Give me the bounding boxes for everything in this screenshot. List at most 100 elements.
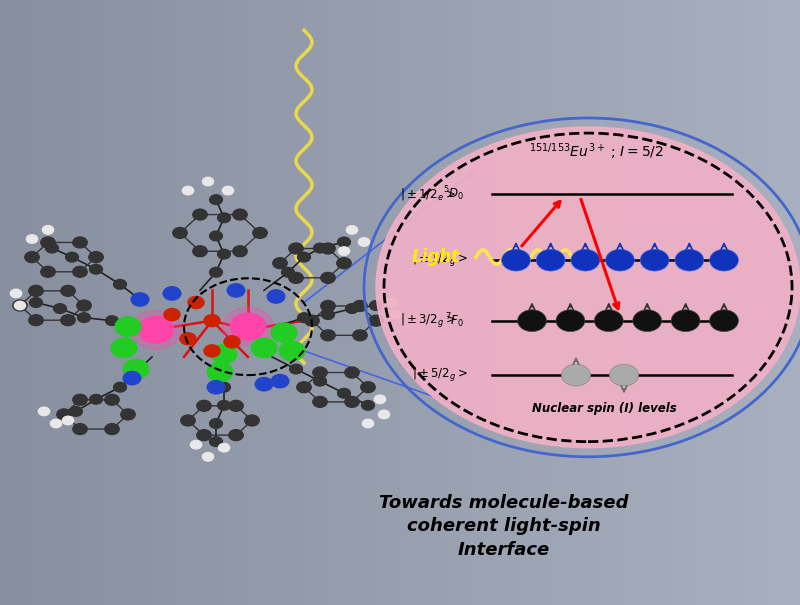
Circle shape (273, 258, 287, 269)
Circle shape (73, 394, 87, 405)
Circle shape (123, 371, 141, 385)
Circle shape (211, 344, 237, 364)
Circle shape (13, 300, 27, 311)
Circle shape (105, 424, 119, 434)
Circle shape (362, 419, 374, 428)
Circle shape (138, 316, 174, 343)
Circle shape (70, 407, 82, 416)
Circle shape (233, 246, 247, 257)
Circle shape (115, 317, 141, 336)
Circle shape (30, 298, 42, 307)
Circle shape (227, 284, 245, 297)
Circle shape (42, 226, 54, 234)
Circle shape (374, 395, 386, 404)
Circle shape (321, 301, 335, 312)
Circle shape (41, 237, 55, 248)
Circle shape (502, 249, 530, 271)
Circle shape (369, 315, 383, 326)
Circle shape (346, 226, 358, 234)
Circle shape (173, 227, 187, 238)
Circle shape (190, 440, 202, 449)
Circle shape (207, 362, 233, 382)
Circle shape (50, 419, 62, 428)
Circle shape (279, 341, 305, 361)
Circle shape (518, 310, 546, 332)
Circle shape (314, 243, 326, 253)
Text: $|\pm 5/2_g>$: $|\pm 5/2_g>$ (412, 366, 468, 384)
Text: $|\pm 1/2_g>$: $|\pm 1/2_g>$ (412, 251, 468, 269)
Text: $^{151/153}Eu^{3+}\;;\,I=5/2$: $^{151/153}Eu^{3+}\;;\,I=5/2$ (529, 141, 663, 162)
Circle shape (361, 382, 375, 393)
Circle shape (62, 416, 74, 425)
Circle shape (61, 286, 75, 296)
Circle shape (130, 367, 142, 377)
Circle shape (90, 394, 102, 404)
Circle shape (289, 272, 303, 283)
Text: Towards molecule-based
coherent light-spin
Interface: Towards molecule-based coherent light-sp… (379, 494, 629, 559)
Circle shape (245, 415, 259, 426)
Circle shape (218, 443, 230, 452)
Circle shape (321, 330, 335, 341)
Circle shape (204, 345, 220, 357)
Circle shape (337, 258, 351, 269)
Circle shape (710, 249, 738, 271)
Circle shape (358, 238, 370, 246)
Circle shape (164, 309, 180, 321)
Circle shape (210, 267, 222, 277)
Circle shape (54, 304, 66, 313)
Circle shape (131, 293, 149, 306)
Circle shape (114, 280, 126, 289)
Circle shape (313, 396, 327, 407)
Circle shape (267, 290, 285, 303)
Circle shape (321, 272, 335, 283)
Circle shape (61, 315, 75, 325)
Circle shape (378, 410, 390, 419)
Circle shape (571, 249, 600, 271)
Text: $|\pm 3/2_g>$: $|\pm 3/2_g>$ (400, 312, 456, 330)
Circle shape (57, 409, 71, 420)
Circle shape (370, 301, 382, 310)
Circle shape (130, 310, 182, 349)
Circle shape (210, 419, 222, 428)
Circle shape (353, 301, 367, 312)
Circle shape (710, 310, 738, 332)
Circle shape (633, 310, 662, 332)
Circle shape (38, 407, 50, 416)
Circle shape (218, 382, 230, 392)
Circle shape (182, 186, 194, 195)
Circle shape (353, 330, 367, 341)
Circle shape (345, 367, 359, 378)
Circle shape (197, 401, 211, 411)
Circle shape (386, 298, 398, 307)
Circle shape (271, 323, 297, 342)
Circle shape (321, 243, 335, 254)
Circle shape (338, 237, 350, 247)
Circle shape (222, 186, 234, 195)
Circle shape (181, 415, 195, 426)
Circle shape (207, 381, 225, 394)
Circle shape (229, 430, 243, 440)
Circle shape (345, 396, 359, 407)
Text: $|\pm 1/2_e>$: $|\pm 1/2_e>$ (400, 186, 456, 201)
Circle shape (111, 338, 137, 358)
Circle shape (298, 313, 310, 322)
Circle shape (210, 231, 222, 241)
Circle shape (271, 374, 289, 388)
Circle shape (25, 252, 39, 263)
Circle shape (675, 249, 704, 271)
Circle shape (297, 382, 311, 393)
Circle shape (314, 376, 326, 386)
Circle shape (282, 267, 294, 277)
Circle shape (322, 310, 334, 319)
Circle shape (73, 237, 87, 248)
Circle shape (610, 364, 638, 386)
Circle shape (121, 409, 135, 420)
Circle shape (180, 333, 196, 345)
Circle shape (77, 300, 91, 311)
Circle shape (41, 266, 55, 277)
Circle shape (114, 382, 126, 392)
Circle shape (89, 252, 103, 263)
Circle shape (188, 296, 204, 309)
Circle shape (26, 235, 38, 243)
Circle shape (90, 264, 102, 274)
